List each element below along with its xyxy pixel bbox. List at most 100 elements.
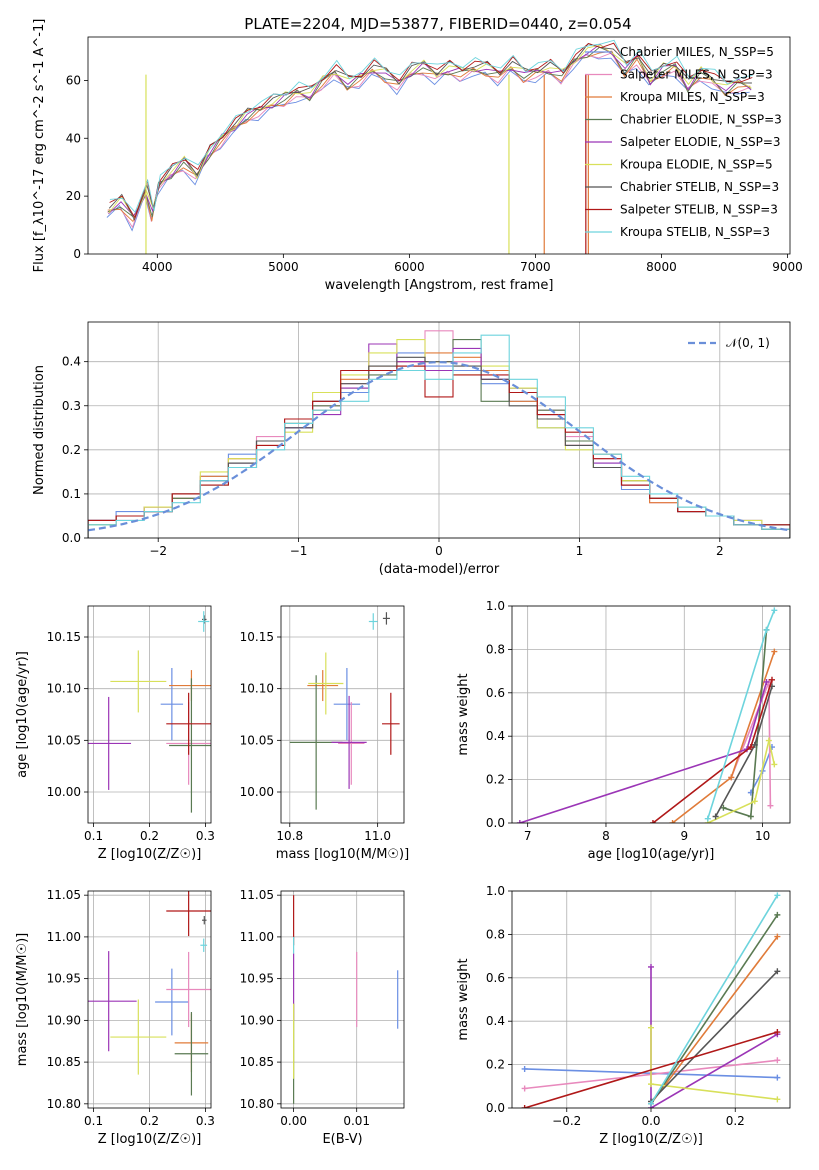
y-tick-label: 0.4 [486,729,505,743]
panel-spectrum: 4000 5000 6000 7000 8000 9000 0 20 40 60 wavelengt… [32,19,803,293]
y-tick-label: 11.05 [240,888,274,902]
x-tick-label: 8000 [646,260,677,274]
y-tick-label: 11.05 [47,888,81,902]
weight-marker-2-2 [771,648,778,655]
y-tick-label: 0.2 [486,773,505,787]
weight-marker-5-2 [765,737,772,744]
x-tick-label: 0.3 [196,1114,215,1128]
weight-line-4 [650,967,778,1108]
plot-layer: 4000 5000 6000 7000 8000 90000204060wavelengt… [15,19,803,1147]
x-tick-label: 0 [435,544,443,558]
plot-area [521,892,781,1108]
x-tick-label: 0.2 [726,1114,745,1128]
y-tick-label: 11.00 [240,930,274,944]
legend-label-3: Chabrier ELODIE, N_SSP=3 [620,113,782,127]
y-tick-label: 10.95 [47,972,81,986]
y-tick-label: 10.15 [240,630,274,644]
weight-marker-6-1 [774,968,781,975]
x-axis-label: (data-model)/error [379,562,500,577]
legend-label-8: Kroupa STELIB, N_SSP=3 [620,225,770,239]
y-tick-label: 10.00 [240,785,274,799]
y-tick-label: 0.2 [62,443,81,457]
weight-line-5 [707,740,776,823]
y-tick-label: 10.90 [47,1013,81,1027]
weight-marker-1-2 [767,802,774,809]
x-tick-label: 9 [680,829,688,843]
legend-label-4: Salpeter ELODIE, N_SSP=3 [620,135,781,149]
panel-age_vs_mass: 10.8 11.0 10.00 10.05 10.10 10.15 mass [log10(… [240,605,409,862]
panel-age_vs_Z: 0.1 0.2 0.3 10.00 10.05 10.10 10.15 Z [log10(Z/… [15,605,215,862]
weight-marker-4-0 [648,963,654,970]
y-tick-label: 60 [66,73,81,87]
y-tick-label: 10.90 [240,1013,274,1027]
weight-marker-5-0 [648,1024,654,1031]
weight-marker-4-0 [516,820,523,823]
panel-weight_vs_age: 7 8 9 10 0.0 0.2 0.4 0.6 0.8 1.0 age [log10(age/yr… [456,599,791,862]
weight-line-2 [672,651,776,823]
y-tick-label: 10.05 [240,733,274,747]
x-tick-label: 0.0 [641,1114,660,1128]
x-tick-label: 4000 [142,260,173,274]
legend: Chabrier MILES, N_SSP=5 Salpeter MILES, N… [585,45,782,239]
x-axis-label: Z [log10(Z/Z☉)] [599,1132,703,1147]
axes-frame [87,36,791,255]
x-tick-label: 8 [602,829,610,843]
weight-marker-3-0 [720,804,727,811]
x-tick-label: 0.2 [140,829,159,843]
plot-area [88,611,211,813]
x-axis-label: mass [log10(M/M☉)] [276,847,409,862]
y-tick-label: 10.95 [240,972,274,986]
x-tick-label: 9000 [772,260,803,274]
histogram-8 [88,334,790,538]
legend: 𝒩(0, 1) [688,336,770,350]
weight-line-1 [730,681,772,806]
panel-mass_vs_Z: 0.1 0.2 0.3 10.80 10.85 10.90 10.95 11.00 11.05 Z… [15,888,215,1147]
y-tick-label: 10.10 [47,682,81,696]
legend-label-0: Chabrier MILES, N_SSP=5 [620,45,774,59]
plot-area [88,891,211,1096]
legend-label-5: Kroupa ELODIE, N_SSP=5 [620,158,773,172]
x-tick-label: 7000 [520,260,551,274]
y-tick-label: 0.8 [486,642,505,656]
x-tick-label: 0.3 [196,829,215,843]
weight-marker-7-1 [747,744,754,751]
x-tick-label: 7 [524,829,532,843]
legend-label-1: Salpeter MILES, N_SSP=3 [620,68,773,82]
y-tick-label: 1.0 [486,599,505,613]
x-tick-label: 0.01 [343,1114,370,1128]
y-tick-label: 20 [66,189,81,203]
weight-marker-5-1 [751,798,758,805]
x-axis-label: Z [log10(Z/Z☉)] [98,1132,202,1147]
y-tick-label: 40 [66,131,81,145]
axes-frame [280,605,405,824]
y-axis-label: age [log10(age/yr)] [15,651,30,778]
weight-marker-2-0 [669,820,676,823]
weight-marker-6-1 [751,741,758,748]
weight-marker-7-0 [649,820,656,823]
axes-frame [87,321,791,539]
y-tick-label: 0.0 [486,816,505,830]
y-tick-label: 10.85 [47,1055,81,1069]
weight-marker-8-1 [763,626,770,633]
weight-line-2 [650,936,779,1105]
x-tick-label: 2 [716,544,724,558]
weight-marker-3-1 [747,813,754,820]
y-tick-label: 0.0 [62,531,81,545]
x-tick-label: 6000 [394,260,425,274]
weight-marker-7-0 [521,1105,528,1108]
axes-frame [511,890,791,1109]
y-axis-label: mass weight [456,958,471,1040]
axes-frame [280,890,405,1109]
y-tick-label: 11.00 [47,930,81,944]
y-tick-label: 10.05 [47,733,81,747]
x-axis-label: wavelength [Angstrom, rest frame] [325,278,554,293]
weight-line-3 [650,914,779,1105]
y-axis-label: Normed distribution [32,365,47,495]
x-tick-label: −2 [149,544,167,558]
y-tick-label: 10.00 [47,785,81,799]
weight-marker-6-0 [712,813,719,820]
weight-marker-8-0 [648,1100,654,1107]
y-tick-label: 0.8 [486,927,505,941]
legend-label-7: Salpeter STELIB, N_SSP=3 [620,203,778,217]
x-tick-label: 0.1 [84,1114,103,1128]
